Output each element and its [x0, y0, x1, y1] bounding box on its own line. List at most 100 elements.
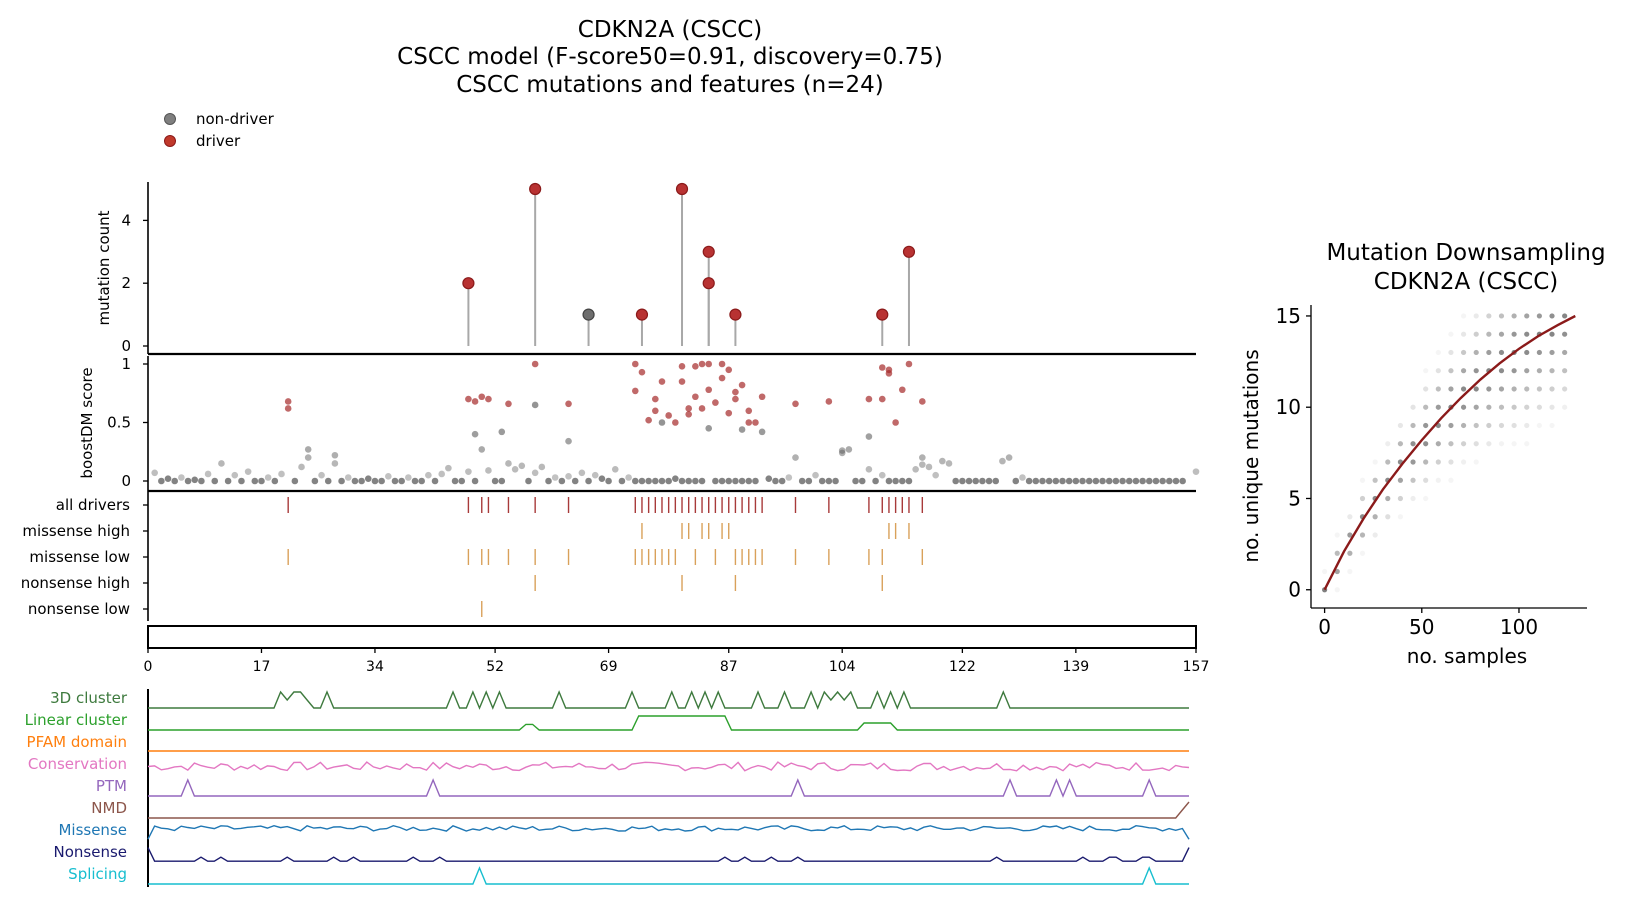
lollipop-ytick-label: 4 — [121, 211, 131, 229]
downsampling-point — [1536, 313, 1542, 319]
boostdm-nondriver-point — [1032, 477, 1040, 485]
downsampling-panel: Mutation Downsampling CDKN2A (CSCC) 0 50 1… — [1239, 240, 1606, 668]
downsampling-xtick-label: 100 — [1500, 615, 1538, 639]
downsampling-ylabel: no. unique mutations — [1239, 349, 1263, 562]
lollipop-driver-point — [876, 308, 889, 321]
boostdm-nondriver-point — [865, 466, 873, 473]
downsampling-point — [1347, 550, 1353, 556]
downsampling-point — [1423, 404, 1429, 410]
boostdm-nondriver-point — [251, 477, 259, 485]
downsampling-point — [1334, 550, 1340, 556]
boostdm-nondriver-point — [371, 477, 379, 485]
boostdm-driver-point — [725, 366, 733, 374]
boostdm-nondriver-point — [1105, 477, 1113, 485]
downsampling-point — [1448, 368, 1454, 374]
boostdm-nondriver-point — [471, 477, 479, 485]
downsampling-ytick-label: 5 — [1288, 486, 1301, 510]
downsampling-ytick-label: 0 — [1288, 578, 1301, 602]
boostdm-nondriver-point — [1165, 477, 1173, 485]
downsampling-point — [1372, 514, 1378, 520]
boostdm-nondriver-point — [992, 477, 1000, 485]
boostdm-nondriver-point — [545, 477, 552, 485]
boostdm-nondriver-point — [611, 466, 619, 473]
boostdm-nondriver-point — [271, 477, 279, 485]
feature-label: Splicing — [68, 865, 127, 883]
boostdm-driver-point — [638, 368, 646, 376]
downsampling-point — [1435, 386, 1441, 392]
downsampling-point — [1524, 404, 1530, 410]
downsampling-ytick-label: 15 — [1276, 304, 1301, 328]
boostdm-nondriver-point — [451, 477, 459, 485]
boostdm-nondriver-point — [645, 477, 652, 485]
lollipop-driver-point — [635, 308, 649, 321]
boostdm-nondriver-point — [304, 446, 312, 453]
track-label: missense high — [22, 522, 130, 540]
downsampling-point — [1473, 331, 1479, 337]
boostdm-nondriver-point — [832, 477, 839, 485]
boostdm-nondriver-point — [665, 477, 672, 485]
downsampling-xtick-label: 50 — [1409, 615, 1434, 639]
feature-label: Nonsense — [54, 843, 128, 861]
boostdm-driver-point — [652, 395, 659, 403]
boostdm-driver-point — [738, 381, 746, 389]
boostdm-nondriver-point — [965, 477, 973, 485]
boostdm-nondriver-point — [565, 437, 572, 445]
downsampling-point — [1473, 386, 1479, 392]
boostdm-driver-point — [658, 378, 666, 385]
boostdm-nondriver-point — [364, 475, 372, 482]
downsampling-point — [1435, 459, 1441, 465]
boostdm-nondriver-point — [892, 477, 899, 485]
boostdm-nondriver-point — [231, 471, 239, 479]
boostdm-nondriver-point — [678, 477, 686, 485]
feature-line — [147, 824, 1190, 840]
boostdm-nondriver-point — [898, 477, 906, 485]
boostdm-nondriver-point — [445, 464, 452, 472]
downsampling-point — [1334, 568, 1340, 575]
protein-axis-tick-label: 52 — [486, 659, 504, 675]
boostdm-driver-point — [284, 398, 292, 405]
boostdm-driver-point — [758, 393, 766, 401]
boostdm-nondriver-point — [151, 469, 158, 477]
lollipop-driver-point — [529, 182, 542, 196]
downsampling-point — [1410, 477, 1416, 483]
boostdm-nondriver-point — [738, 477, 746, 485]
track-label: all drivers — [56, 496, 130, 514]
feature-label: PFAM domain — [27, 733, 127, 751]
boostdm-driver-point — [705, 386, 713, 394]
downsampling-xtick-label: 0 — [1318, 615, 1331, 639]
boostdm-nondriver-point — [925, 463, 933, 471]
boostdm-nondriver-point — [872, 477, 879, 485]
boostdm-driver-point — [505, 400, 512, 408]
boostdm-nondriver-point — [692, 477, 699, 485]
title-line3: CSCC mutations and features (n=24) — [456, 72, 884, 98]
boostdm-nondriver-point — [1152, 477, 1160, 485]
boostdm-nondriver-point — [344, 474, 352, 481]
boostdm-driver-point — [698, 405, 706, 412]
downsampling-point — [1536, 386, 1542, 392]
boostdm-nondriver-point — [838, 449, 846, 457]
boostdm-driver-point — [878, 364, 886, 371]
downsampling-point — [1536, 422, 1542, 429]
downsampling-point — [1473, 313, 1479, 319]
boostdm-driver-point — [631, 360, 639, 368]
downsampling-point — [1486, 331, 1492, 337]
boostdm-driver-point — [565, 400, 572, 408]
downsampling-point — [1448, 386, 1454, 392]
boostdm-driver-point — [652, 407, 659, 415]
downsampling-point — [1372, 477, 1378, 483]
downsampling-point — [1511, 368, 1517, 374]
boostdm-nondriver-point — [1179, 477, 1186, 485]
downsampling-point — [1524, 441, 1530, 447]
boostdm-nondriver-point — [358, 477, 365, 485]
boostdm-nondriver-point — [178, 474, 185, 481]
downsampling-point — [1423, 477, 1429, 483]
boostdm-nondriver-point — [1132, 477, 1140, 485]
downsampling-point — [1511, 422, 1517, 429]
feature-label: 3D cluster — [50, 689, 128, 707]
consequence-tracks: all drivers missense high missense low nons… — [21, 491, 924, 621]
boostdm-ylabel: boostDM score — [78, 367, 96, 478]
boostdm-nondriver-point — [585, 477, 592, 485]
downsampling-point — [1448, 459, 1454, 465]
boostdm-driver-point — [752, 419, 759, 426]
downsampling-point — [1549, 331, 1555, 337]
